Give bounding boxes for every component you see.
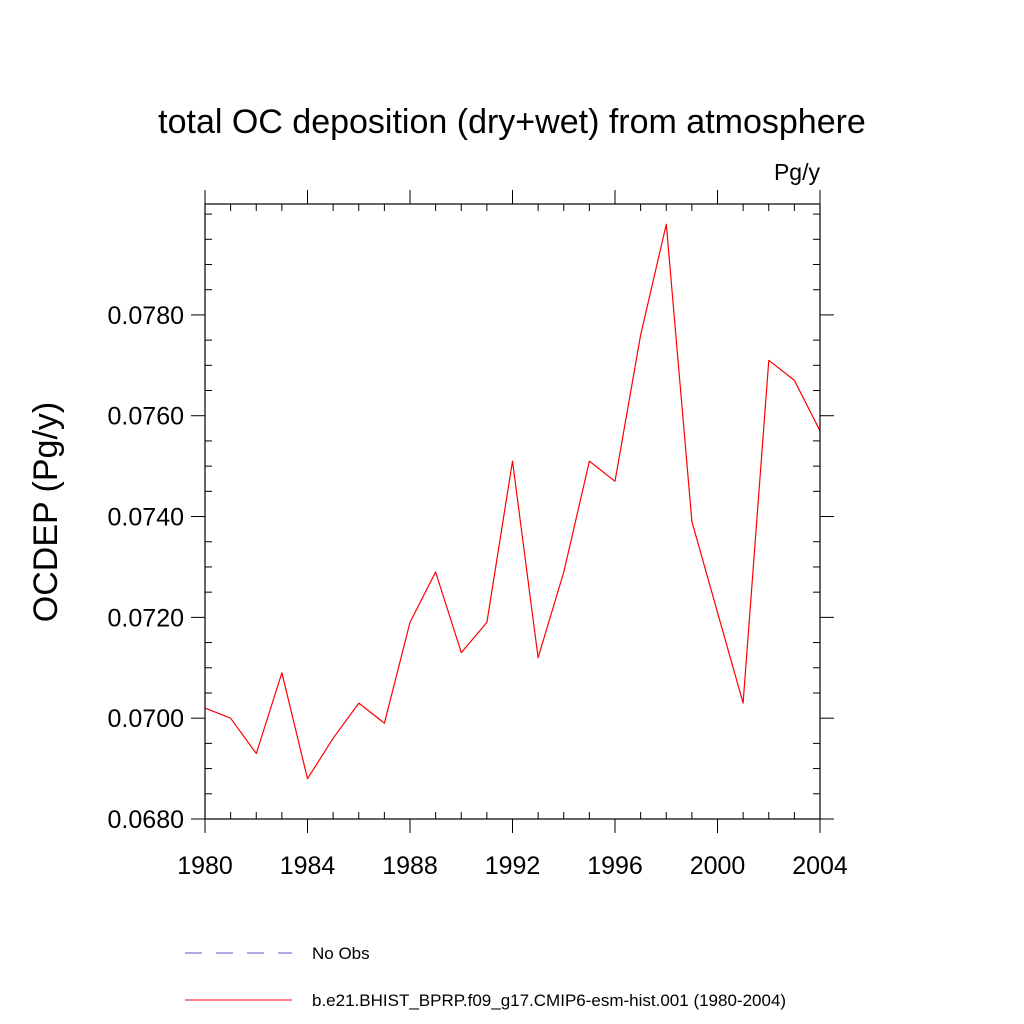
y-tick-label: 0.0720 bbox=[108, 604, 184, 632]
x-tick-label: 1988 bbox=[382, 852, 438, 880]
y-tick-label: 0.0760 bbox=[108, 403, 184, 431]
x-tick-label: 2004 bbox=[792, 852, 848, 880]
legend-label: b.e21.BHIST_BPRP.f09_g17.CMIP6-esm-hist.… bbox=[312, 991, 786, 1010]
units-label: Pg/y bbox=[774, 159, 821, 185]
series-line bbox=[204, 223, 821, 780]
y-tick-label: 0.0740 bbox=[108, 504, 184, 532]
x-tick-label: 2000 bbox=[690, 852, 746, 880]
data-series bbox=[204, 223, 821, 780]
y-tick-label: 0.0680 bbox=[108, 806, 184, 834]
y-tick-label: 0.0700 bbox=[108, 705, 184, 733]
legend-label: No Obs bbox=[312, 944, 370, 963]
legend: No Obs b.e21.BHIST_BPRP.f09_g17.CMIP6-esm… bbox=[185, 944, 786, 1010]
chart-title: total OC deposition (dry+wet) from atmos… bbox=[158, 103, 866, 141]
x-tick-label: 1980 bbox=[177, 852, 233, 880]
y-tick-label: 0.0780 bbox=[108, 302, 184, 330]
plot-frame bbox=[204, 203, 821, 820]
x-tick-label: 1996 bbox=[587, 852, 643, 880]
axis-ticks: 1980 1984 1988 1992 1996 2000 2004 0.0680 0.0700… bbox=[108, 190, 848, 880]
x-tick-label: 1992 bbox=[485, 852, 541, 880]
x-tick-label: 1984 bbox=[280, 852, 336, 880]
y-axis-label: OCDEP (Pg/y) bbox=[27, 402, 65, 622]
